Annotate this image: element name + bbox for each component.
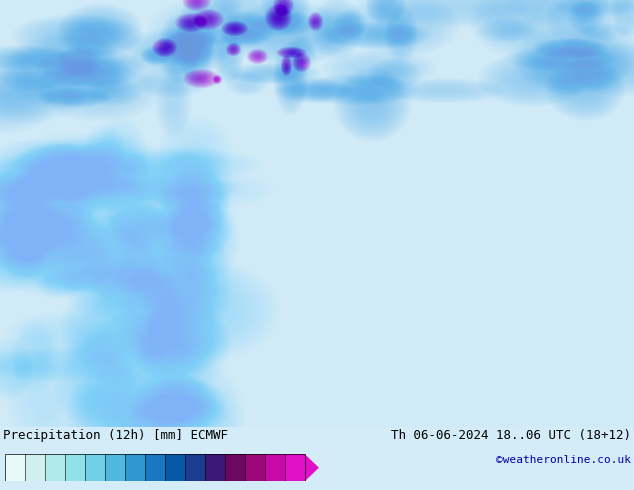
Text: Precipitation (12h) [mm] ECMWF: Precipitation (12h) [mm] ECMWF	[3, 429, 228, 441]
Text: ©weatheronline.co.uk: ©weatheronline.co.uk	[496, 455, 631, 465]
Text: Th 06-06-2024 18..06 UTC (18+12): Th 06-06-2024 18..06 UTC (18+12)	[391, 429, 631, 441]
Polygon shape	[305, 454, 319, 481]
